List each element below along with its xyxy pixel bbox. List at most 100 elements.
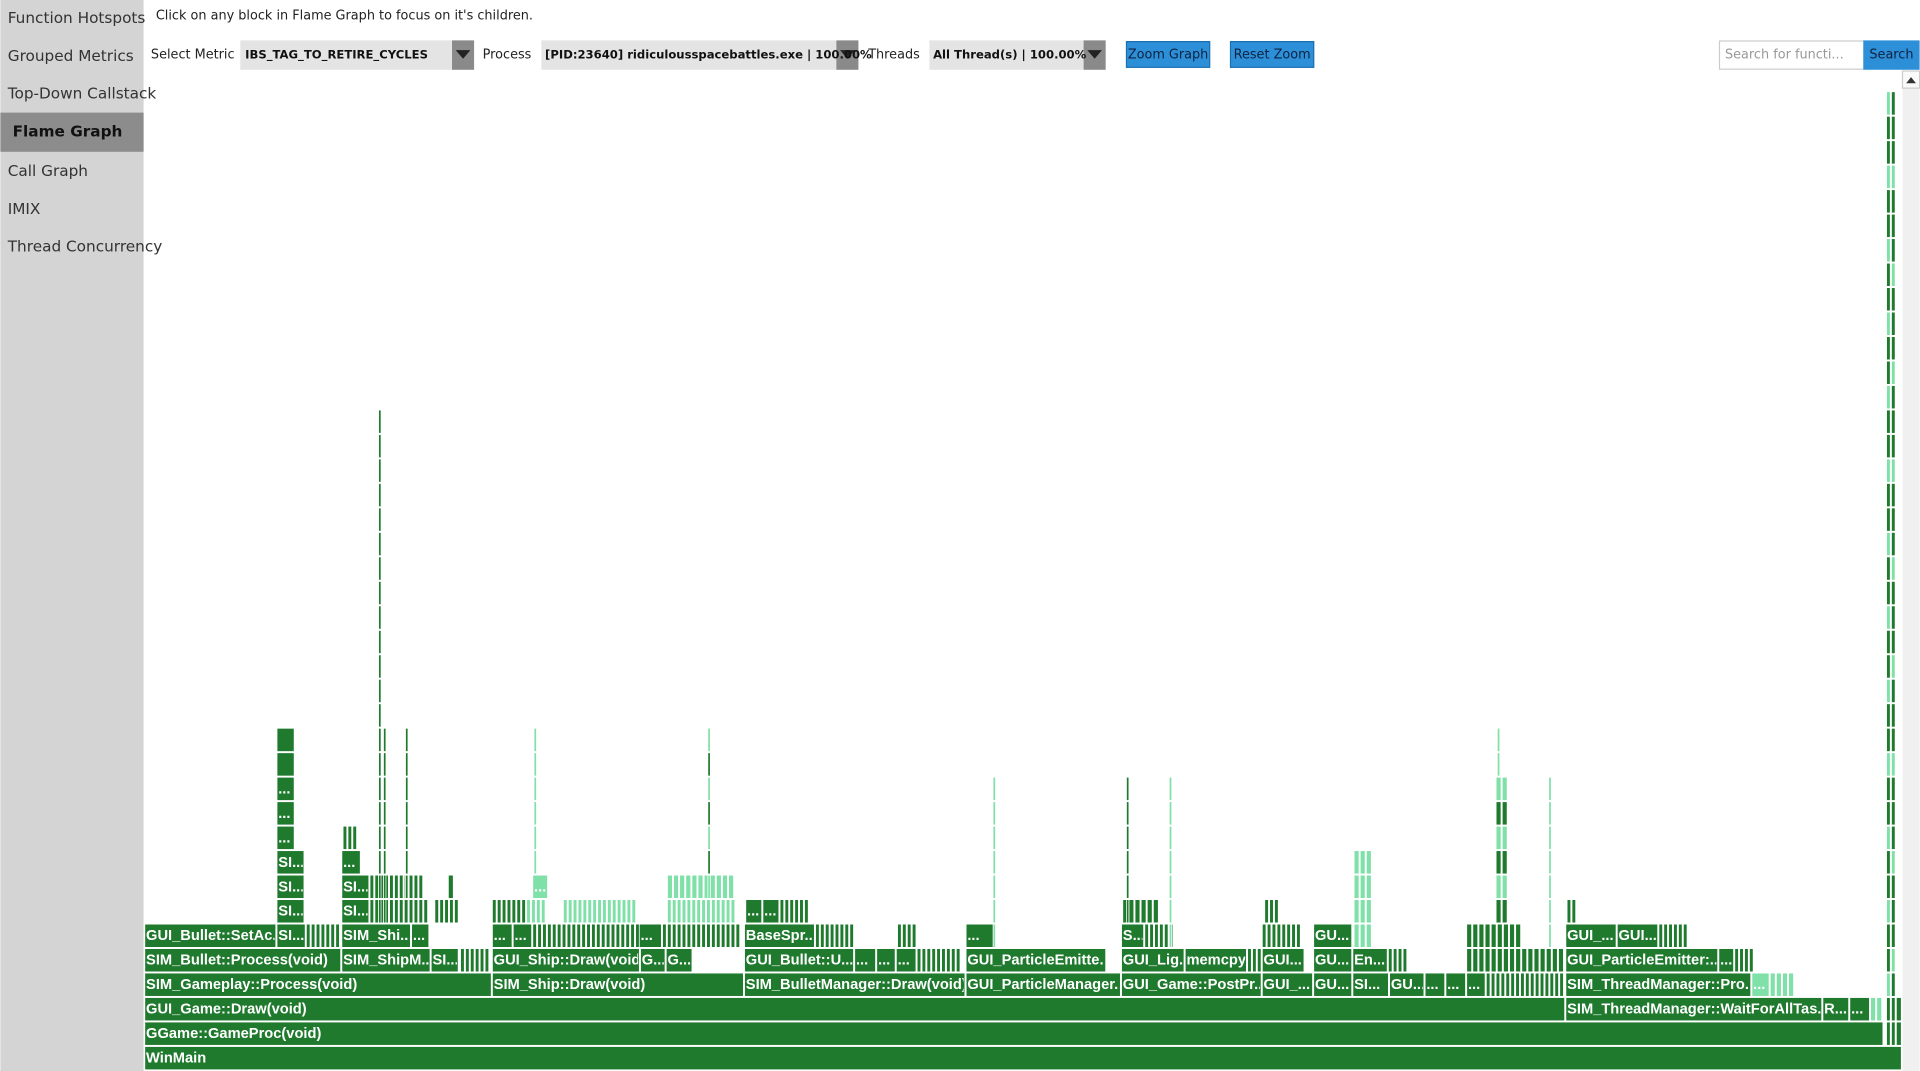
flame-block[interactable]: [667, 923, 672, 948]
flame-block[interactable]: [1490, 972, 1496, 997]
flame-block[interactable]: [1571, 899, 1577, 924]
flame-block[interactable]: [1353, 850, 1360, 875]
flame-block[interactable]: [1891, 776, 1896, 801]
flame-block[interactable]: [616, 899, 622, 924]
flame-block[interactable]: [1891, 287, 1896, 312]
flame-block[interactable]: [1886, 409, 1891, 434]
flame-block[interactable]: [378, 507, 382, 532]
flame-block[interactable]: [605, 923, 611, 948]
flame-block[interactable]: [671, 923, 677, 948]
flame-block[interactable]: [378, 850, 382, 875]
flame-block[interactable]: [1140, 899, 1147, 924]
flame-block[interactable]: [1466, 948, 1472, 973]
flame-block[interactable]: [662, 923, 667, 948]
flame-block[interactable]: [496, 899, 502, 924]
flame-block[interactable]: [1495, 972, 1501, 997]
flame-block[interactable]: [418, 899, 424, 924]
flame-block[interactable]: [1252, 948, 1257, 973]
flame-block[interactable]: [1558, 948, 1564, 973]
flame-block[interactable]: [1559, 972, 1564, 997]
flame-block[interactable]: [144, 923, 277, 948]
flame-block[interactable]: [709, 874, 716, 899]
flame-block[interactable]: [521, 899, 526, 924]
flame-block[interactable]: [1548, 776, 1552, 801]
flame-block[interactable]: [378, 629, 382, 654]
flame-block[interactable]: [378, 434, 382, 459]
flame-block[interactable]: [430, 948, 459, 973]
flame-block[interactable]: [1291, 923, 1296, 948]
flame-block[interactable]: [1134, 899, 1141, 924]
flame-block[interactable]: [1503, 923, 1509, 948]
scrollbar[interactable]: [1901, 70, 1920, 1071]
flame-block[interactable]: [707, 874, 711, 899]
flame-block[interactable]: [728, 874, 734, 899]
flame-block[interactable]: [276, 727, 295, 752]
flame-block[interactable]: [936, 948, 941, 973]
flame-block[interactable]: [725, 923, 731, 948]
flame-block[interactable]: [691, 874, 698, 899]
flame-block[interactable]: [1525, 972, 1530, 997]
flame-block[interactable]: [1402, 948, 1408, 973]
flame-block[interactable]: [612, 899, 617, 924]
flame-block[interactable]: [532, 874, 548, 899]
flame-block[interactable]: [1886, 923, 1891, 948]
flame-block[interactable]: [691, 899, 696, 924]
flame-block[interactable]: [1616, 923, 1659, 948]
flame-block[interactable]: [320, 923, 326, 948]
flame-block[interactable]: [394, 874, 399, 899]
flame-block[interactable]: [1870, 997, 1876, 1022]
flame-block[interactable]: [992, 899, 996, 924]
flame-block[interactable]: [405, 874, 409, 899]
flame-block[interactable]: [1478, 948, 1485, 973]
flame-block[interactable]: [1891, 948, 1896, 973]
flame-block[interactable]: [1126, 874, 1130, 899]
flame-block[interactable]: [1548, 850, 1552, 875]
flame-block[interactable]: [576, 923, 581, 948]
flame-block[interactable]: [1891, 629, 1896, 654]
flame-block[interactable]: [1549, 972, 1555, 997]
reset-zoom-button[interactable]: Reset Zoom: [1229, 41, 1315, 68]
flame-block[interactable]: [789, 899, 794, 924]
flame-block[interactable]: [1891, 91, 1896, 116]
flame-block[interactable]: [492, 923, 513, 948]
flame-block[interactable]: [1257, 948, 1262, 973]
flame-block[interactable]: [1849, 997, 1870, 1022]
flame-block[interactable]: [1886, 507, 1891, 532]
flame-block[interactable]: [378, 678, 382, 703]
flame-block[interactable]: [581, 923, 586, 948]
flame-block[interactable]: [804, 899, 809, 924]
flame-block[interactable]: [1495, 801, 1502, 826]
flame-block[interactable]: [1683, 923, 1688, 948]
flame-block[interactable]: [701, 899, 706, 924]
flame-block[interactable]: [711, 899, 716, 924]
flame-block[interactable]: [1496, 923, 1503, 948]
flame-block[interactable]: [341, 850, 361, 875]
flame-block[interactable]: [1895, 997, 1902, 1022]
flame-block[interactable]: [144, 1046, 1902, 1071]
flame-block[interactable]: [1126, 899, 1130, 924]
flame-block[interactable]: [1296, 923, 1301, 948]
flame-block[interactable]: [1495, 776, 1502, 801]
flame-block[interactable]: [1484, 923, 1491, 948]
flame-block[interactable]: [526, 899, 531, 924]
flame-block[interactable]: [369, 874, 375, 899]
flame-block[interactable]: [1891, 385, 1896, 410]
flame-block[interactable]: [701, 923, 706, 948]
flame-block[interactable]: [1886, 605, 1891, 630]
flame-block[interactable]: [839, 923, 845, 948]
flame-block[interactable]: [607, 899, 612, 924]
flame-block[interactable]: [711, 923, 716, 948]
flame-block[interactable]: [276, 850, 305, 875]
flame-block[interactable]: [1168, 850, 1173, 875]
flame-block[interactable]: [1128, 899, 1135, 924]
flame-block[interactable]: [1788, 972, 1794, 997]
flame-block[interactable]: [686, 899, 692, 924]
flame-block[interactable]: [492, 948, 640, 973]
flame-block[interactable]: [276, 801, 295, 826]
flame-block[interactable]: [667, 899, 672, 924]
flame-block[interactable]: [1389, 972, 1425, 997]
flame-block[interactable]: [378, 605, 382, 630]
flame-block[interactable]: [597, 899, 602, 924]
flame-block[interactable]: [1126, 850, 1130, 875]
flame-block[interactable]: [1359, 899, 1366, 924]
